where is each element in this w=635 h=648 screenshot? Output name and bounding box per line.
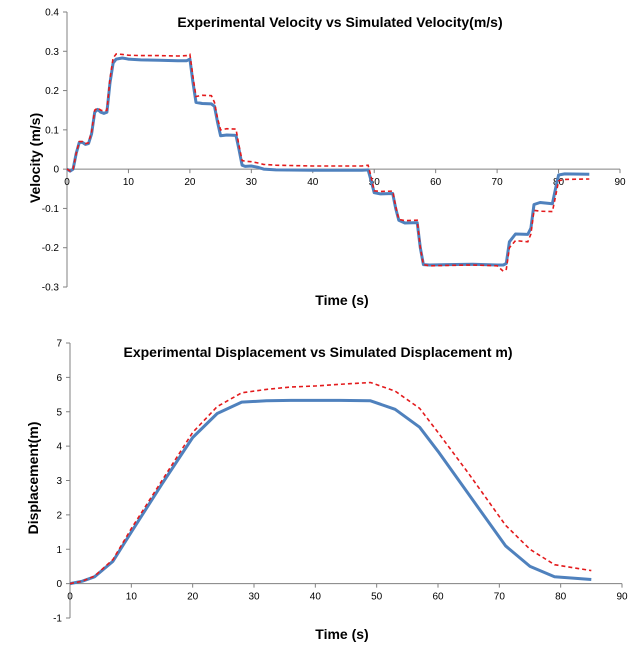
displacement-x-tick-label: 40	[310, 592, 322, 603]
displacement-y-tick-label: 0	[56, 579, 62, 590]
velocity-x-tick-label: 80	[553, 177, 565, 188]
velocity-chart-x-axis-label: Time (s)	[315, 292, 368, 308]
displacement-x-tick-label: 50	[371, 592, 383, 603]
velocity-x-tick-label: 20	[184, 177, 196, 188]
velocity-chart: Experimental Velocity vs Simulated Veloc…	[27, 8, 626, 309]
velocity-y-tick-label: 0.4	[45, 8, 59, 19]
displacement-x-tick-label: 80	[555, 592, 567, 603]
displacement-simulated-series-line	[69, 381, 592, 585]
velocity-chart-y-axis-label: Velocity (m/s)	[27, 113, 43, 203]
velocity-simulated-series-line	[66, 53, 590, 273]
velocity-x-tick-label: 30	[246, 177, 258, 188]
displacement-x-tick-label: 0	[67, 592, 73, 603]
displacement-x-tick-label: 90	[616, 592, 628, 603]
displacement-chart-x-axis-label: Time (s)	[315, 626, 368, 642]
displacement-chart-y-axis-label: Displacement(m)	[25, 422, 41, 535]
displacement-chart-series	[69, 381, 592, 586]
displacement-y-tick-label: 7	[56, 339, 62, 350]
displacement-y-tick-label: 2	[56, 510, 62, 521]
displacement-x-tick-label: 70	[494, 592, 506, 603]
velocity-y-tick-label: 0.1	[45, 125, 59, 136]
velocity-x-tick-label: 70	[492, 177, 504, 188]
velocity-x-tick-label: 40	[307, 177, 319, 188]
velocity-chart-series	[66, 53, 590, 273]
velocity-x-tick-label: 90	[614, 177, 626, 188]
velocity-x-tick-label: 10	[123, 177, 135, 188]
velocity-chart-axes: -0.3 -0.2 -0.1 0 0.1 0.2 0.3 0.4 0 10 20 30 40 50 60 70…	[42, 8, 626, 294]
velocity-experimental-series-line	[66, 56, 590, 267]
velocity-chart-title: Experimental Velocity vs Simulated Veloc…	[177, 14, 502, 30]
displacement-y-tick-label: 4	[56, 442, 62, 453]
velocity-y-tick-label: -0.1	[42, 204, 60, 215]
velocity-x-tick-label: 0	[64, 177, 70, 188]
velocity-y-tick-label: 0.2	[45, 86, 59, 97]
velocity-y-tick-label: -0.2	[42, 243, 60, 254]
velocity-y-tick-label: 0	[53, 165, 59, 176]
velocity-y-tick-label: 0.3	[45, 47, 59, 58]
displacement-chart-title: Experimental Displacement vs Simulated D…	[123, 344, 512, 360]
displacement-x-tick-label: 10	[126, 592, 138, 603]
displacement-x-tick-label: 20	[187, 592, 199, 603]
displacement-x-tick-label: 60	[432, 592, 444, 603]
displacement-chart: Experimental Displacement vs Simulated D…	[25, 339, 628, 643]
displacement-experimental-series-line	[69, 398, 592, 586]
velocity-x-tick-label: 60	[430, 177, 442, 188]
velocity-x-tick-label: 50	[369, 177, 381, 188]
displacement-x-tick-label: 30	[248, 592, 260, 603]
displacement-y-tick-label: -1	[53, 614, 62, 625]
displacement-y-tick-label: 1	[56, 545, 62, 556]
displacement-y-tick-label: 6	[56, 373, 62, 384]
displacement-y-tick-label: 5	[56, 407, 62, 418]
displacement-y-tick-label: 3	[56, 476, 62, 487]
velocity-y-tick-label: -0.3	[42, 283, 60, 294]
